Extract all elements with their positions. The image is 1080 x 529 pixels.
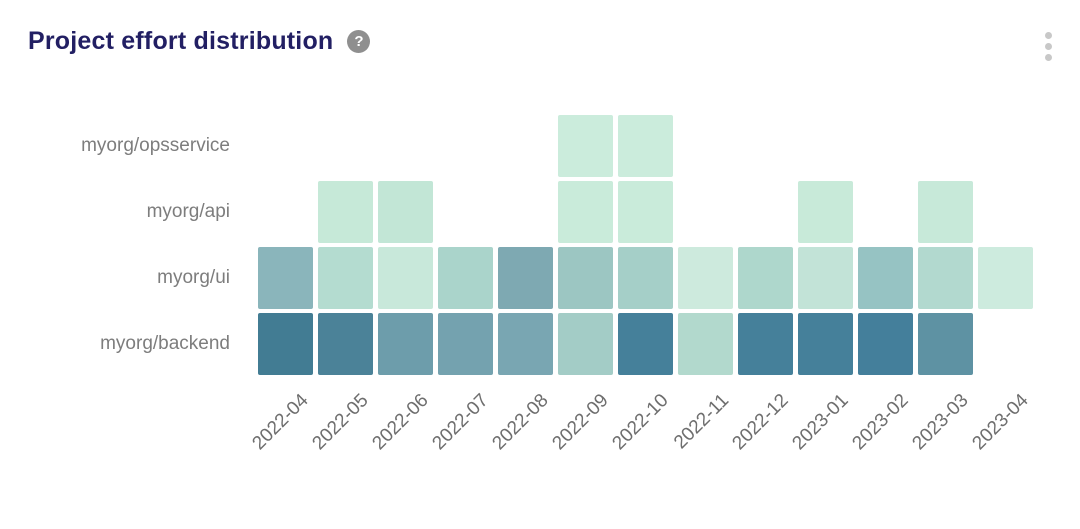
x-axis-label: 2023-02 bbox=[848, 390, 913, 455]
heatmap-cell[interactable] bbox=[498, 247, 553, 309]
x-axis-label: 2022-06 bbox=[368, 390, 433, 455]
heatmap-cell[interactable] bbox=[798, 181, 853, 243]
heatmap-cell[interactable] bbox=[318, 181, 373, 243]
heatmap-cell[interactable] bbox=[378, 247, 433, 309]
heatmap-cell[interactable] bbox=[378, 313, 433, 375]
heatmap-cell[interactable] bbox=[378, 181, 433, 243]
kebab-dot-icon bbox=[1045, 54, 1052, 61]
heatmap-cell[interactable] bbox=[618, 115, 673, 177]
x-axis-label: 2022-05 bbox=[308, 390, 373, 455]
heatmap-cell[interactable] bbox=[738, 313, 793, 375]
heatmap-cell[interactable] bbox=[438, 247, 493, 309]
heatmap-cell[interactable] bbox=[558, 247, 613, 309]
heatmap-cell[interactable] bbox=[558, 181, 613, 243]
heatmap-cell[interactable] bbox=[798, 247, 853, 309]
x-axis-label: 2022-04 bbox=[248, 390, 313, 455]
x-axis-label: 2022-08 bbox=[488, 390, 553, 455]
heatmap-cell[interactable] bbox=[318, 313, 373, 375]
heatmap-cell[interactable] bbox=[318, 247, 373, 309]
heatmap-cell[interactable] bbox=[618, 181, 673, 243]
x-axis-label: 2022-10 bbox=[608, 390, 673, 455]
heatmap-cell[interactable] bbox=[558, 313, 613, 375]
heatmap-cell[interactable] bbox=[258, 313, 313, 375]
heatmap-cell[interactable] bbox=[618, 247, 673, 309]
heatmap-cell[interactable] bbox=[798, 313, 853, 375]
x-axis-label: 2023-03 bbox=[908, 390, 973, 455]
heatmap-cell[interactable] bbox=[258, 247, 313, 309]
x-axis-label: 2022-12 bbox=[728, 390, 793, 455]
heatmap-cell[interactable] bbox=[978, 247, 1033, 309]
heatmap-cell[interactable] bbox=[678, 313, 733, 375]
card-header: Project effort distribution ? bbox=[28, 27, 371, 56]
page-title: Project effort distribution bbox=[28, 27, 334, 55]
x-axis-label: 2023-04 bbox=[968, 390, 1033, 455]
x-axis-label: 2022-07 bbox=[428, 390, 493, 455]
x-axis-label: 2022-11 bbox=[669, 390, 733, 454]
heatmap-cell[interactable] bbox=[858, 247, 913, 309]
help-icon[interactable]: ? bbox=[347, 30, 371, 53]
kebab-dot-icon bbox=[1045, 43, 1052, 50]
heatmap-cell[interactable] bbox=[918, 181, 973, 243]
heatmap-cell[interactable] bbox=[738, 247, 793, 309]
x-axis-label: 2023-01 bbox=[788, 390, 853, 455]
heatmap-cell[interactable] bbox=[918, 247, 973, 309]
kebab-dot-icon bbox=[1045, 32, 1052, 39]
x-axis-label: 2022-09 bbox=[548, 390, 613, 455]
y-axis-label: myorg/ui bbox=[157, 267, 230, 288]
heatmap-cell[interactable] bbox=[858, 313, 913, 375]
heatmap-cell[interactable] bbox=[438, 313, 493, 375]
y-axis-label: myorg/opsservice bbox=[81, 135, 230, 156]
heatmap-cell[interactable] bbox=[618, 313, 673, 375]
more-options-button[interactable] bbox=[1043, 30, 1054, 63]
heatmap-cell[interactable] bbox=[498, 313, 553, 375]
heatmap-cell[interactable] bbox=[558, 115, 613, 177]
y-axis-label: myorg/api bbox=[146, 201, 230, 222]
heatmap-cell[interactable] bbox=[678, 247, 733, 309]
heatmap-cell[interactable] bbox=[918, 313, 973, 375]
y-axis-label: myorg/backend bbox=[100, 333, 230, 354]
